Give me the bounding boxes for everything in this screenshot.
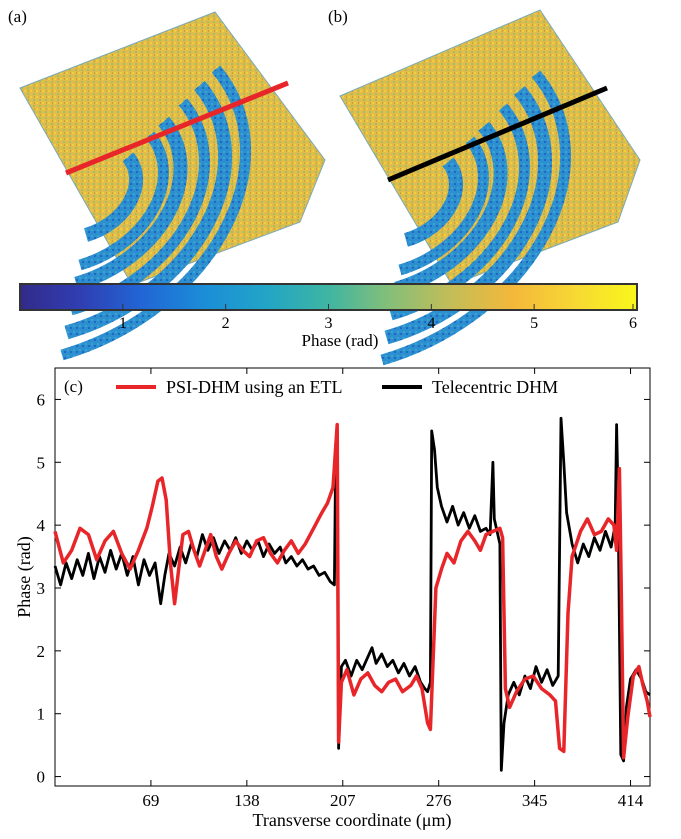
legend-label: PSI-DHM using an ETL xyxy=(166,377,343,397)
colorbar-tick-label: 6 xyxy=(629,315,637,332)
fringe-rings-a xyxy=(60,65,252,361)
panel-label-c: (c) xyxy=(64,377,83,396)
colorbar-label: Phase (rad) xyxy=(302,331,379,350)
y-tick-label: 6 xyxy=(37,390,46,409)
fringe-ring xyxy=(83,152,144,242)
y-tick-label: 3 xyxy=(37,579,46,598)
x-tick-label: 69 xyxy=(142,791,159,810)
fringe-ring xyxy=(403,157,464,247)
y-tick-label: 5 xyxy=(37,453,46,472)
y-axis-ticks: 0 1 2 3 4 5 6 xyxy=(37,390,650,787)
colorbar-tick-label: 5 xyxy=(530,315,538,332)
x-tick-label: 276 xyxy=(426,791,452,810)
y-tick-label: 1 xyxy=(37,705,46,724)
fringe-ring xyxy=(394,121,508,296)
x-axis-label: Transverse coordinate (μm) xyxy=(253,810,452,831)
series-line-telecentric-dhm xyxy=(53,416,651,772)
x-tick-label: 414 xyxy=(618,791,644,810)
fringe-ring xyxy=(380,70,572,366)
colorbar: 1 2 3 4 5 6 Phase (rad) xyxy=(19,283,638,350)
panel-label-b: (b) xyxy=(328,7,348,26)
x-tick-label: 207 xyxy=(330,791,356,810)
y-tick-label: 0 xyxy=(37,768,46,787)
fringe-ring xyxy=(64,81,233,340)
x-axis-ticks: 69 138 207 276 345 414 xyxy=(142,368,644,810)
x-tick-label: 345 xyxy=(522,791,548,810)
series-lines xyxy=(53,416,652,772)
fringe-ring xyxy=(78,131,169,271)
legend-label: Telecentric DHM xyxy=(432,377,558,397)
surface-panel-a xyxy=(19,11,326,361)
y-axis-label: Phase (rad) xyxy=(14,536,35,617)
fringe-ring xyxy=(384,86,553,345)
fringe-rings-b xyxy=(380,70,572,366)
fringe-ring xyxy=(60,65,252,361)
surface-panel-b xyxy=(339,9,641,366)
panel-label-a: (a) xyxy=(8,7,27,26)
scan-line-a xyxy=(65,80,289,176)
fringe-ring xyxy=(398,136,489,276)
fringe-ring xyxy=(74,116,188,291)
x-tick-label: 138 xyxy=(234,791,260,810)
colorbar-tick-label: 1 xyxy=(119,315,127,332)
legend: PSI-DHM using an ETL Telecentric DHM xyxy=(116,377,558,397)
plot-frame xyxy=(54,367,651,787)
colorbar-tick-label: 2 xyxy=(222,315,230,332)
y-tick-label: 2 xyxy=(37,642,46,661)
scan-line-b xyxy=(387,85,608,183)
colorbar-tick-label: 3 xyxy=(325,315,333,332)
colorbar-ticks: 1 2 3 4 5 6 xyxy=(119,304,637,332)
colorbar-tick-label: 4 xyxy=(427,315,435,332)
series-line-psi-dhm xyxy=(53,422,652,760)
y-tick-label: 4 xyxy=(37,516,46,535)
